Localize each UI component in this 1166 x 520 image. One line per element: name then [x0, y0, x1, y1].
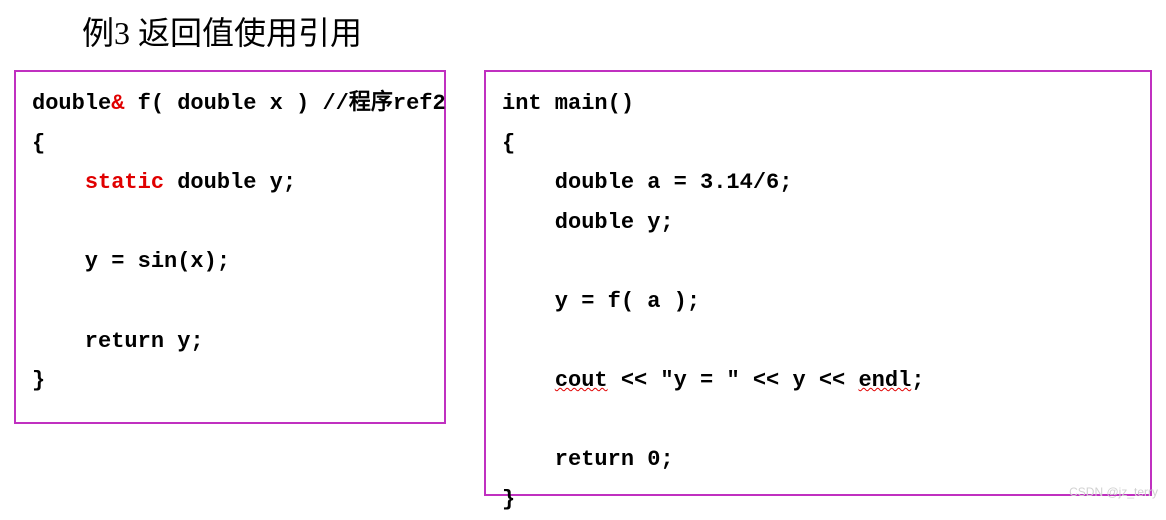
code-line: {: [32, 124, 428, 164]
code-segment: {: [502, 131, 515, 156]
code-line: [502, 322, 1134, 362]
code-segment: double y;: [164, 170, 296, 195]
code-segment: //程序ref2: [322, 91, 445, 116]
code-segment: f( double x ): [124, 91, 322, 116]
watermark: CSDN @jz_terry: [1069, 485, 1158, 499]
code-line: }: [32, 361, 428, 401]
code-line: cout << "y = " << y << endl;: [502, 361, 1134, 401]
code-segment: y = f( a );: [502, 289, 700, 314]
code-segment: static: [85, 170, 164, 195]
code-segment: }: [32, 368, 45, 393]
code-line: double& f( double x ) //程序ref2: [32, 84, 428, 124]
code-line: [32, 203, 428, 243]
code-line: {: [502, 124, 1134, 164]
code-segment: << "y = " << y <<: [608, 368, 859, 393]
code-line: y = f( a );: [502, 282, 1134, 322]
code-segment: }: [502, 487, 515, 512]
code-segment: ;: [911, 368, 924, 393]
code-segment: [502, 368, 555, 393]
code-line: }: [502, 480, 1134, 520]
code-segment: double a = 3.14/6;: [502, 170, 792, 195]
code-line: return 0;: [502, 440, 1134, 480]
code-line: double y;: [502, 203, 1134, 243]
code-box-left: double& f( double x ) //程序ref2 { static d…: [14, 70, 446, 424]
code-line: int main(): [502, 84, 1134, 124]
code-segment: &: [111, 91, 124, 116]
code-line: return y;: [32, 322, 428, 362]
slide-title: 例3 返回值使用引用: [82, 8, 362, 54]
code-segment: cout: [555, 368, 608, 393]
code-segment: [32, 170, 85, 195]
code-segment: double: [32, 91, 111, 116]
code-segment: y = sin(x);: [32, 249, 230, 274]
code-line: static double y;: [32, 163, 428, 203]
code-segment: {: [32, 131, 45, 156]
code-box-right: int main() { double a = 3.14/6; double y;…: [484, 70, 1152, 496]
code-segment: return y;: [32, 329, 204, 354]
code-segment: int main(): [502, 91, 634, 116]
code-segment: double y;: [502, 210, 674, 235]
code-line: double a = 3.14/6;: [502, 163, 1134, 203]
code-line: [32, 282, 428, 322]
code-segment: endl: [858, 368, 911, 393]
code-line: [502, 401, 1134, 441]
code-line: [502, 242, 1134, 282]
code-segment: return 0;: [502, 447, 674, 472]
code-line: y = sin(x);: [32, 242, 428, 282]
